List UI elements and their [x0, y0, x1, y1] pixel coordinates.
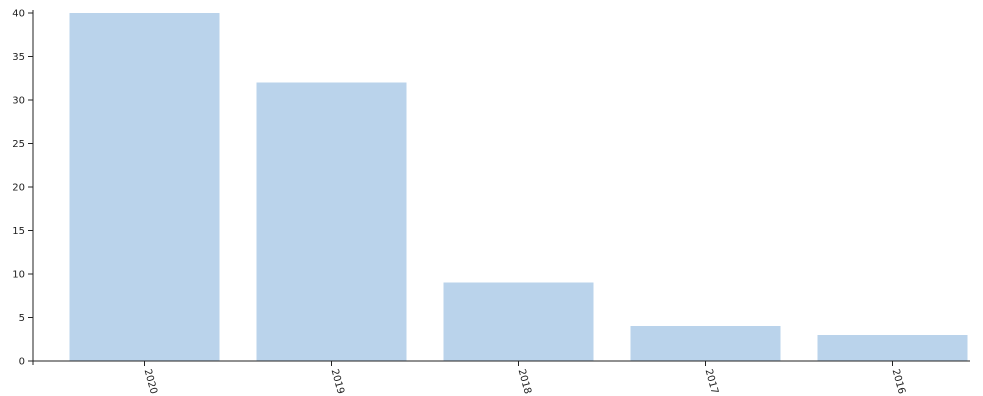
bar-2019 [256, 82, 407, 361]
bar-2017 [630, 326, 781, 361]
x-tick-label-2018: 2018 [516, 368, 533, 395]
y-tick-label-30: 30 [12, 96, 25, 107]
y-tick-label-25: 25 [12, 139, 25, 150]
y-tick-label-0: 0 [19, 357, 25, 368]
y-tick-label-20: 20 [12, 183, 25, 194]
bar-2018 [443, 282, 594, 361]
y-tick-label-10: 10 [12, 270, 25, 281]
x-tick-label-2016: 2016 [890, 368, 907, 395]
x-tick-label-2020: 2020 [142, 368, 159, 395]
y-axis: 0 5 10 15 20 25 30 35 40 [12, 9, 34, 368]
bars-group [69, 13, 968, 361]
y-tick-label-15: 15 [12, 226, 25, 237]
bar-2016 [817, 334, 968, 361]
y-tick-label-5: 5 [19, 313, 25, 324]
x-tick-label-2019: 2019 [329, 368, 346, 395]
x-tick-label-2017: 2017 [703, 368, 720, 395]
x-axis: 2020 2019 2018 2017 2016 [28, 360, 970, 395]
bar-2020 [69, 13, 220, 361]
y-tick-label-35: 35 [12, 52, 25, 63]
y-tick-label-40: 40 [12, 9, 25, 20]
